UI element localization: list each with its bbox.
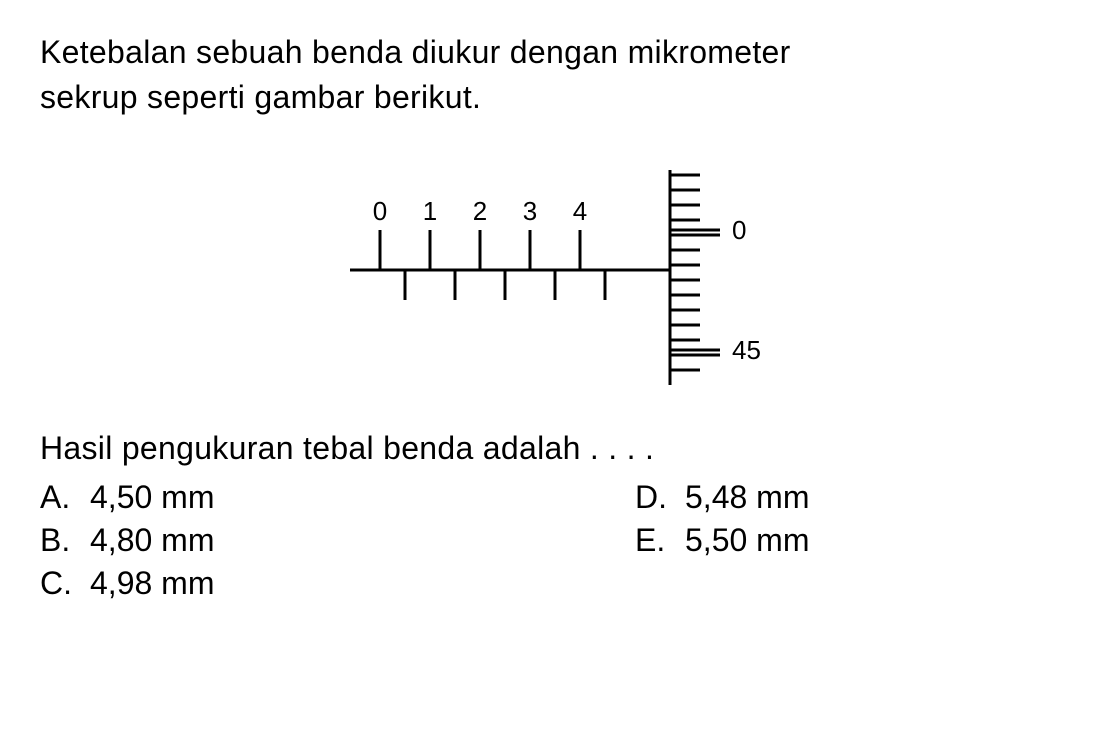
question-line-2: sekrup seperti gambar berikut.: [40, 79, 481, 115]
result-prompt: Hasil pengukuran tebal benda adalah . . …: [40, 430, 1080, 467]
micrometer-svg: 0 1 2 3 4 0 45: [310, 150, 810, 390]
svg-text:3: 3: [523, 196, 537, 226]
option-letter: C.: [40, 565, 90, 602]
option-value: 4,98 mm: [90, 565, 214, 602]
option-letter: B.: [40, 522, 90, 559]
option-letter: D.: [635, 479, 685, 516]
question-line-1: Ketebalan sebuah benda diukur dengan mik…: [40, 34, 791, 70]
option-d: D. 5,48 mm: [635, 479, 1080, 516]
options-container: A. 4,50 mm D. 5,48 mm B. 4,80 mm E. 5,50…: [40, 479, 1080, 602]
svg-text:1: 1: [423, 196, 437, 226]
option-value: 5,48 mm: [685, 479, 809, 516]
result-prompt-text: Hasil pengukuran tebal benda adalah . . …: [40, 430, 654, 466]
micrometer-diagram: 0 1 2 3 4 0 45: [40, 150, 1080, 390]
svg-text:4: 4: [573, 196, 587, 226]
option-b: B. 4,80 mm: [40, 522, 485, 559]
option-value: 4,80 mm: [90, 522, 214, 559]
option-value: 5,50 mm: [685, 522, 809, 559]
option-a: A. 4,50 mm: [40, 479, 485, 516]
option-c: C. 4,98 mm: [40, 565, 485, 602]
option-letter: E.: [635, 522, 685, 559]
option-value: 4,50 mm: [90, 479, 214, 516]
svg-text:2: 2: [473, 196, 487, 226]
question-text: Ketebalan sebuah benda diukur dengan mik…: [40, 30, 1080, 120]
svg-text:45: 45: [732, 335, 761, 365]
option-e: E. 5,50 mm: [635, 522, 1080, 559]
option-letter: A.: [40, 479, 90, 516]
svg-text:0: 0: [373, 196, 387, 226]
svg-text:0: 0: [732, 215, 746, 245]
